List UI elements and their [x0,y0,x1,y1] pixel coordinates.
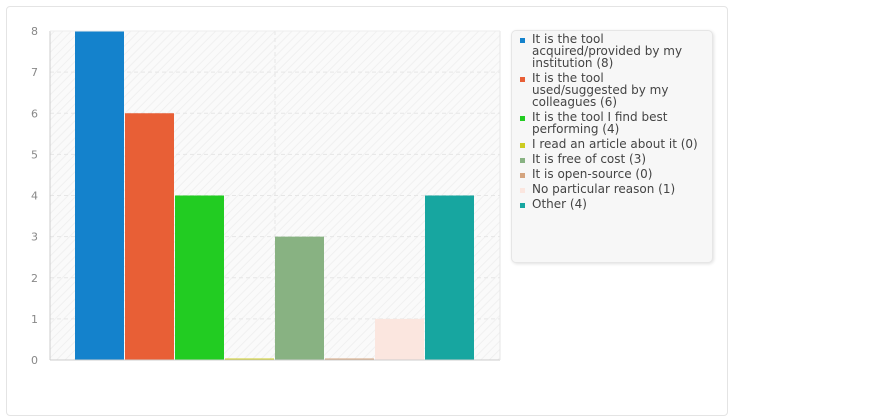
legend-swatch [520,203,525,208]
legend-label: It is the tool I find best performing (4… [532,110,668,136]
legend-label: No particular reason (1) [532,182,676,196]
y-tick-label: 5 [31,148,38,161]
bar [425,195,474,360]
legend-swatch [520,173,525,178]
bar [225,358,274,360]
legend-swatch [520,143,525,148]
y-tick-label: 1 [31,313,38,326]
legend-item[interactable]: Other (4) [520,198,708,210]
legend-swatch [520,77,525,82]
legend-swatch [520,38,525,43]
legend-item[interactable]: It is the tool I find best performing (4… [520,111,708,135]
legend-label: It is open-source (0) [532,167,653,181]
y-tick-label: 8 [31,25,38,38]
legend-label: It is the tool used/suggested by my coll… [532,71,669,109]
y-tick-label: 4 [31,190,38,203]
y-tick-label: 3 [31,231,38,244]
legend-item[interactable]: It is the tool used/suggested by my coll… [520,72,708,108]
bar [125,113,174,360]
legend-item[interactable]: It is open-source (0) [520,168,708,180]
legend-label: It is free of cost (3) [532,152,647,166]
legend-item[interactable]: No particular reason (1) [520,183,708,195]
bar [75,31,124,360]
legend-item[interactable]: It is the tool acquired/provided by my i… [520,33,708,69]
legend-label: It is the tool acquired/provided by my i… [532,32,683,70]
legend-label: Other (4) [532,197,587,211]
legend-label: I read an article about it (0) [532,137,698,151]
bars [75,31,474,360]
legend-swatch [520,116,525,121]
legend-item[interactable]: I read an article about it (0) [520,138,708,150]
legend-item[interactable]: It is free of cost (3) [520,153,708,165]
y-tick-labels: 0 1 2 3 4 5 6 7 8 [31,25,38,367]
bar [175,195,224,360]
legend-swatch [520,158,525,163]
axes [49,30,501,361]
y-tick-label: 6 [31,107,38,120]
bar [325,358,374,360]
legend: It is the tool acquired/provided by my i… [511,30,713,263]
bar [375,318,424,360]
bar [275,236,324,360]
y-tick-label: 0 [31,354,38,367]
y-tick-label: 2 [31,272,38,285]
y-tick-label: 7 [31,66,38,79]
legend-swatch [520,188,525,193]
